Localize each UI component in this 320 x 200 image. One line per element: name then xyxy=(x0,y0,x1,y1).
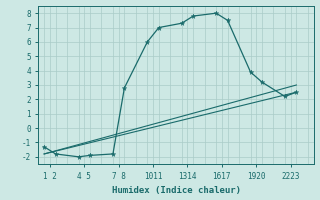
X-axis label: Humidex (Indice chaleur): Humidex (Indice chaleur) xyxy=(111,186,241,195)
